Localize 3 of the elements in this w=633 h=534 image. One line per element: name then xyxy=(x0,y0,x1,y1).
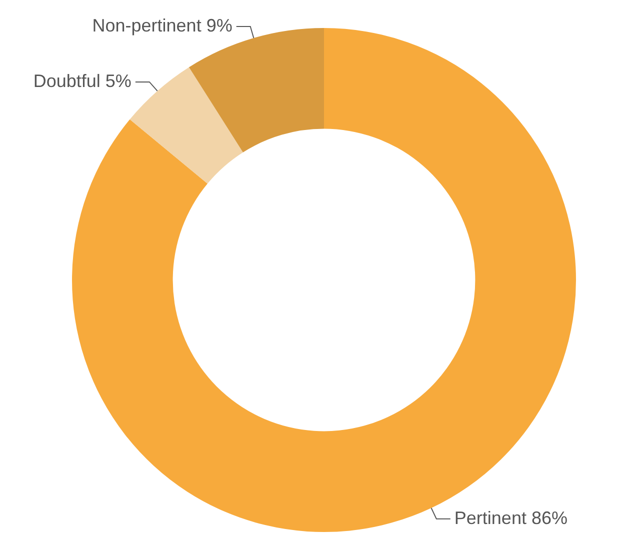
slice-label: Non-pertinent 9% xyxy=(92,15,232,36)
slice-label: Doubtful 5% xyxy=(33,70,132,91)
slice-label: Pertinent 86% xyxy=(454,508,568,528)
